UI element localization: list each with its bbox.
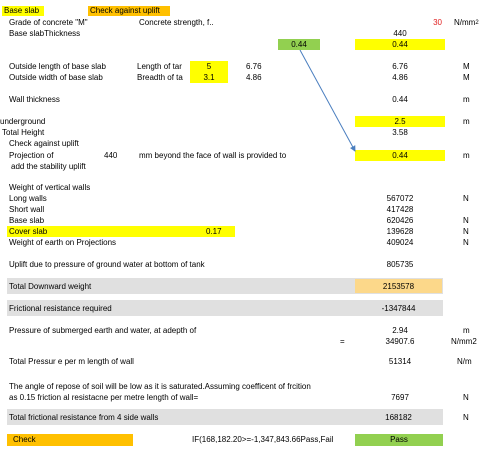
thickness-green-value: 0.44 bbox=[291, 40, 307, 49]
length-tank-value: 5 bbox=[206, 62, 212, 71]
breadth-tank-label: Breadth of ta bbox=[137, 73, 183, 82]
pressure-depth-unit: m bbox=[463, 326, 470, 335]
uplift-label: Uplift due to pressure of ground water a… bbox=[9, 260, 205, 269]
check-uplift-label: Check against uplift bbox=[9, 139, 79, 148]
wall-thickness-label: Wall thickness bbox=[9, 95, 60, 104]
long-walls-unit: N bbox=[463, 194, 469, 203]
angle-line2: as 0.15 friction al resistacne per metre… bbox=[9, 393, 199, 402]
strength-value[interactable]: 30 bbox=[433, 18, 442, 27]
check-uplift-header-cell[interactable] bbox=[88, 6, 170, 16]
pressure-depth[interactable]: 2.94 bbox=[392, 326, 408, 335]
total-height-label: Total Height bbox=[2, 128, 45, 137]
outside-length-value[interactable]: 6.76 bbox=[392, 62, 408, 71]
projection-desc: mm beyond the face of wall is provided t… bbox=[139, 151, 287, 160]
angle-unit: N bbox=[463, 393, 469, 402]
cover-slab-unit: N bbox=[463, 227, 469, 236]
downward-value: 2153578 bbox=[382, 282, 415, 291]
projection-value: 0.44 bbox=[392, 151, 408, 160]
base-slab-label: Base slab bbox=[9, 216, 45, 225]
thickness-yellow-cell[interactable] bbox=[355, 39, 445, 50]
breadth-tank-value2[interactable]: 4.86 bbox=[246, 73, 262, 82]
strength-unit: N/mm2 bbox=[454, 18, 479, 27]
friction-req-label: Frictional resistance required bbox=[9, 304, 112, 313]
projection-unit: m bbox=[463, 151, 470, 160]
thickness-value-top[interactable]: 440 bbox=[393, 29, 407, 38]
cover-slab-value[interactable]: 139628 bbox=[386, 227, 414, 236]
check-label: Check bbox=[13, 435, 36, 444]
length-tank-cell[interactable] bbox=[190, 61, 228, 72]
base-slab-value[interactable]: 620426 bbox=[386, 216, 414, 225]
breadth-tank-value: 3.1 bbox=[203, 73, 215, 82]
wall-thickness-unit: m bbox=[463, 95, 470, 104]
pressure-value[interactable]: 34907.6 bbox=[385, 337, 415, 346]
total-pressure-label: Total Pressur e per m length of wall bbox=[9, 357, 134, 366]
check-cell[interactable] bbox=[7, 434, 133, 446]
result-value: Pass bbox=[390, 435, 408, 444]
result-cell[interactable] bbox=[355, 434, 443, 446]
stability-label: add the stability uplift bbox=[11, 162, 86, 171]
cover-slab-label: Cover slab bbox=[9, 227, 48, 236]
underground-cell[interactable] bbox=[355, 116, 445, 127]
uplift-value[interactable]: 805735 bbox=[386, 260, 414, 269]
cover-slab-cell[interactable] bbox=[7, 226, 235, 237]
long-walls-label: Long walls bbox=[9, 194, 47, 203]
weight-earth-label: Weight of earth on Projections bbox=[9, 238, 117, 247]
outside-width-value[interactable]: 4.86 bbox=[392, 73, 408, 82]
pressure-unit: N/mm2 bbox=[451, 337, 477, 346]
pressure-label: Pressure of submerged earth and water, a… bbox=[9, 326, 197, 335]
base-slab-header-cell[interactable] bbox=[2, 6, 44, 16]
underground-label: underground bbox=[0, 117, 46, 126]
strength-label: Concrete strength, f.. bbox=[139, 18, 214, 27]
long-walls-value[interactable]: 567072 bbox=[386, 194, 414, 203]
wall-thickness-value[interactable]: 0.44 bbox=[392, 95, 408, 104]
short-wall-label: Short wall bbox=[9, 205, 45, 214]
weight-earth-unit: N bbox=[463, 238, 469, 247]
projection-mm[interactable]: 440 bbox=[104, 151, 118, 160]
total-friction-value[interactable]: 168182 bbox=[385, 413, 412, 422]
outside-length-label: Outside length of base slab bbox=[9, 62, 106, 71]
friction-req-row-bg bbox=[7, 300, 443, 316]
total-friction-row-bg bbox=[7, 409, 443, 425]
total-pressure-unit: N/m bbox=[457, 357, 472, 366]
total-friction-label: Total frictional resistance from 4 side … bbox=[9, 413, 159, 422]
thickness-green-cell[interactable] bbox=[278, 39, 320, 50]
length-tank-label: Length of tar bbox=[137, 62, 182, 71]
downward-cell[interactable] bbox=[355, 279, 442, 293]
total-pressure-value[interactable]: 51314 bbox=[388, 357, 412, 366]
cover-slab-mid: 0.17 bbox=[206, 227, 222, 236]
underground-value: 2.5 bbox=[394, 117, 406, 126]
pressure-eq: = bbox=[340, 337, 345, 346]
projection-label: Projection of bbox=[9, 151, 54, 160]
friction-req-value[interactable]: -1347844 bbox=[381, 304, 416, 313]
formula-text[interactable]: IF(168,182.20>=-1,347,843.66Pass,Fail bbox=[192, 435, 334, 444]
outside-width-unit: M bbox=[463, 73, 470, 82]
underground-unit: m bbox=[463, 117, 470, 126]
base-slab-unit: N bbox=[463, 216, 469, 225]
grade-label: Grade of concrete "M" bbox=[9, 18, 88, 27]
length-tank-value2[interactable]: 6.76 bbox=[246, 62, 262, 71]
downward-label: Total Downward weight bbox=[9, 282, 92, 291]
downward-row-bg bbox=[7, 278, 443, 294]
arrow-line bbox=[299, 49, 356, 152]
total-friction-unit: N bbox=[463, 413, 469, 422]
base-slab-header: Base slab bbox=[4, 6, 40, 15]
total-height-value[interactable]: 3.58 bbox=[392, 128, 408, 137]
short-wall-value[interactable]: 417428 bbox=[386, 205, 414, 214]
angle-line1: The angle of repose of soil will be low … bbox=[9, 382, 311, 391]
weight-earth-value[interactable]: 409024 bbox=[386, 238, 414, 247]
outside-length-unit: M bbox=[463, 62, 470, 71]
weight-vertical-label: Weight of vertical walls bbox=[9, 183, 91, 192]
check-uplift-header: Check against uplift bbox=[90, 6, 160, 15]
projection-cell[interactable] bbox=[355, 150, 445, 161]
breadth-tank-cell[interactable] bbox=[190, 72, 228, 83]
thickness-label: Base slabThickness bbox=[9, 29, 81, 38]
outside-width-label: Outside width of base slab bbox=[9, 73, 103, 82]
thickness-yellow-value: 0.44 bbox=[392, 40, 408, 49]
angle-value[interactable]: 7697 bbox=[391, 393, 409, 402]
